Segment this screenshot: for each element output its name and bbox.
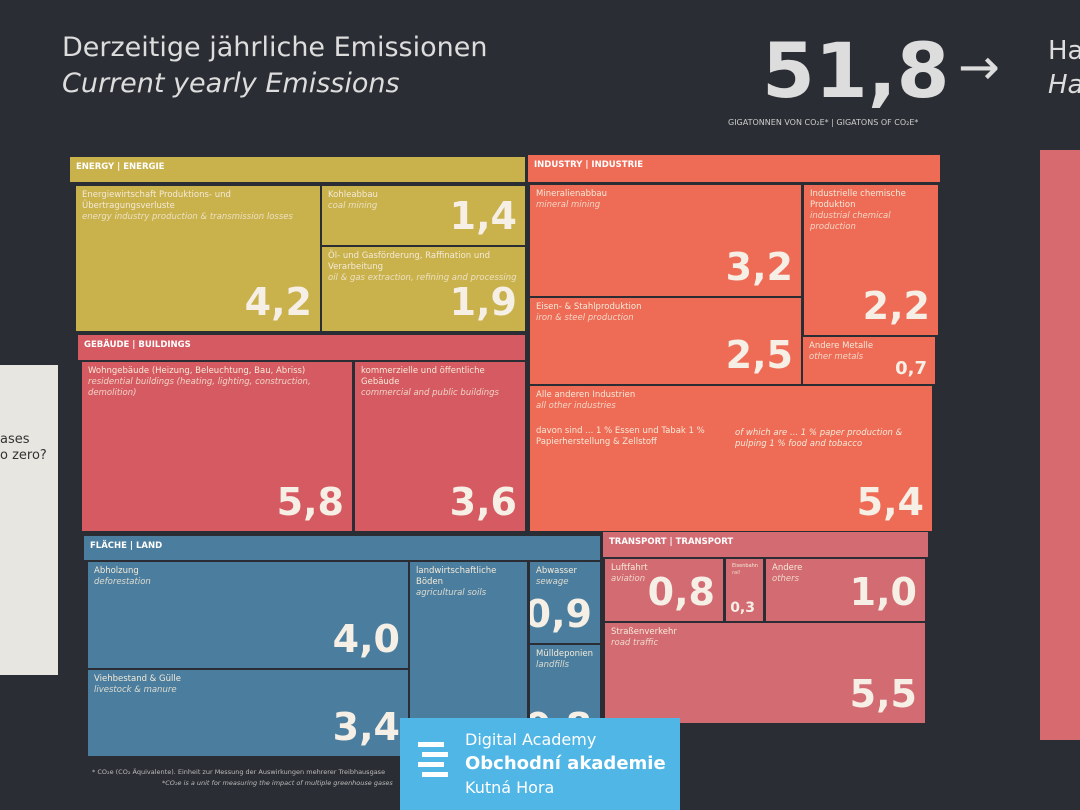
tile: Abholzung deforestation 4,0 (88, 562, 408, 668)
tile-name-de: Mineralienabbau (536, 189, 607, 199)
side-text: o zero? (0, 448, 47, 463)
tile-name-en: deforestation (94, 577, 151, 588)
tile-name-en: industrial chemical production (810, 211, 891, 233)
tile: Wohngebäude (Heizung, Beleuchtung, Bau, … (82, 362, 352, 531)
watermark-line: Kutná Hora (465, 778, 555, 797)
tile-name-en: others (772, 574, 800, 585)
footnote-de: * CO₂e (CO₂ Äquivalente). Einheit zur Me… (92, 768, 386, 776)
tile-value: 3,2 (725, 244, 793, 289)
tile-value: 3,6 (449, 479, 517, 524)
sector-label: TRANSPORT | TRANSPORT (603, 532, 928, 557)
tile: Andere others 1,0 (766, 559, 925, 621)
tile-name-de: Kohleabbau (328, 190, 378, 200)
tile-name-en: coal mining (328, 201, 378, 212)
side-panel (0, 365, 58, 675)
title-de: Derzeitige jährliche Emissionen (62, 32, 488, 63)
tile-name-de: kommerzielle und öffentliche Gebäude (361, 366, 485, 388)
tile: Eisen- & Stahlproduktion iron & steel pro… (530, 298, 801, 384)
tile-value: 0,8 (647, 569, 715, 614)
tile-value: 4,2 (244, 279, 312, 324)
tile-name-de: Wohngebäude (Heizung, Beleuchtung, Bau, … (88, 366, 306, 376)
tile-value: 5,5 (849, 671, 917, 716)
tile-value: 2,5 (725, 332, 793, 377)
tile-name-en: sewage (536, 577, 569, 588)
tile-name-en: commercial and public buildings (361, 388, 499, 399)
tile-value: 2,2 (862, 283, 930, 328)
tile-name-de: Viehbestand & Gülle (94, 674, 181, 684)
tile-name-de: Abwasser (536, 566, 577, 576)
tile-name-en: oil & gas extraction, refining and proce… (328, 273, 517, 284)
tile-name-en: agricultural soils (416, 588, 487, 599)
tile: Luftfahrt aviation 0,8 (605, 559, 723, 621)
tile-value: 3,4 (332, 704, 400, 749)
title-en: Current yearly Emissions (62, 68, 400, 99)
tile-name-de: Straßenverkehr (611, 627, 677, 637)
next-panel (1040, 150, 1080, 740)
next-en: Ha (1048, 70, 1080, 100)
tile-value: 1,0 (849, 569, 917, 614)
tile-name-en: landfills (536, 660, 569, 671)
tile: Andere Metalle other metals 0,7 (803, 337, 935, 384)
tile-name-de: Luftfahrt (611, 563, 648, 573)
tile-name-en: mineral mining (536, 200, 601, 211)
tile: Abwasser sewage 0,9 (530, 562, 600, 643)
tile-name-en: other metals (809, 352, 864, 363)
tile-name-en: road traffic (611, 638, 659, 649)
tile-value: 5,4 (856, 479, 924, 524)
sector-label: FLÄCHE | LAND (84, 536, 600, 560)
tile-name-de: Alle anderen Industrien (536, 390, 636, 400)
tile-value: 1,4 (449, 193, 517, 238)
tile-name-en: aviation (611, 574, 646, 585)
tile-name-de: Eisen- & Stahlproduktion (536, 302, 642, 312)
tile-name-de: Abholzung (94, 566, 139, 576)
tile: Kohleabbau coal mining 1,4 (322, 186, 525, 245)
tile-name-en: iron & steel production (536, 313, 634, 324)
footnote-en: *CO₂e is a unit for measuring the impact… (162, 779, 393, 787)
tile-value: 0,9 (530, 591, 592, 636)
logo (418, 742, 448, 777)
tile-name-en: residential buildings (heating, lighting… (88, 377, 311, 399)
tile-name-de: Industrielle chemische Produktion (810, 189, 906, 211)
tile: Industrielle chemische Produktion industr… (804, 185, 938, 335)
tile-name-en: rail (732, 569, 740, 576)
next: Ha (1048, 36, 1080, 66)
tile-value: 5,8 (276, 479, 344, 524)
tile-name-de: landwirtschaftliche Böden (416, 566, 497, 588)
sector-label: ENERGY | ENERGIE (70, 157, 525, 182)
tile: Alle anderen Industrien all other industr… (530, 386, 932, 531)
tile-value: 1,9 (449, 279, 517, 324)
tile-name-de: Eisenbahn (732, 563, 758, 569)
watermark: Digital Academy Obchodní akademie Kutná … (400, 718, 680, 810)
tile-name-en: livestock & manure (94, 685, 177, 696)
tile: Mineralienabbau mineral mining 3,2 (530, 185, 801, 296)
tile: kommerzielle und öffentliche Gebäude comm… (355, 362, 525, 531)
tile-value: 0,3 (730, 599, 755, 616)
tile: Eisenbahn rail 0,3 (726, 559, 763, 621)
side-text: ases (0, 432, 30, 447)
tile: Energiewirtschaft Produktions- und Übert… (76, 186, 320, 331)
tile-name-en: all other industries (536, 401, 616, 412)
tile-value: 0,7 (895, 357, 927, 379)
unit: GIGATONNEN VON CO₂E* | GIGATONS OF CO₂E* (728, 118, 919, 127)
sector-label: INDUSTRY | INDUSTRIE (528, 155, 940, 182)
tile-note: davon sind ... 1 % Essen und Tabak 1 % P… (536, 426, 705, 448)
tile-note: of which are ... 1 % paper production & … (735, 428, 903, 450)
tile-name-de: Andere (772, 563, 803, 573)
tile-name-de: Mülldeponien (536, 649, 594, 659)
tile-name-en: energy industry production & transmissio… (82, 212, 293, 223)
tile: Viehbestand & Gülle livestock & manure 3,4 (88, 670, 408, 756)
total: 51,8 (762, 26, 950, 115)
watermark-line: Digital Academy (465, 730, 597, 749)
watermark-line: Obchodní akademie (465, 753, 666, 774)
tile-name-de: Öl- und Gasförderung, Raffination und Ve… (328, 251, 491, 273)
sector-label: GEBÄUDE | BUILDINGS (78, 335, 525, 360)
arrow: → (958, 38, 1000, 96)
tile: Öl- und Gasförderung, Raffination und Ve… (322, 247, 525, 331)
tile-name-de: Energiewirtschaft Produktions- und Übert… (82, 190, 231, 212)
tile-name-de: Andere Metalle (809, 341, 874, 351)
tile-value: 4,0 (332, 616, 400, 661)
tile: Straßenverkehr road traffic 5,5 (605, 623, 925, 723)
